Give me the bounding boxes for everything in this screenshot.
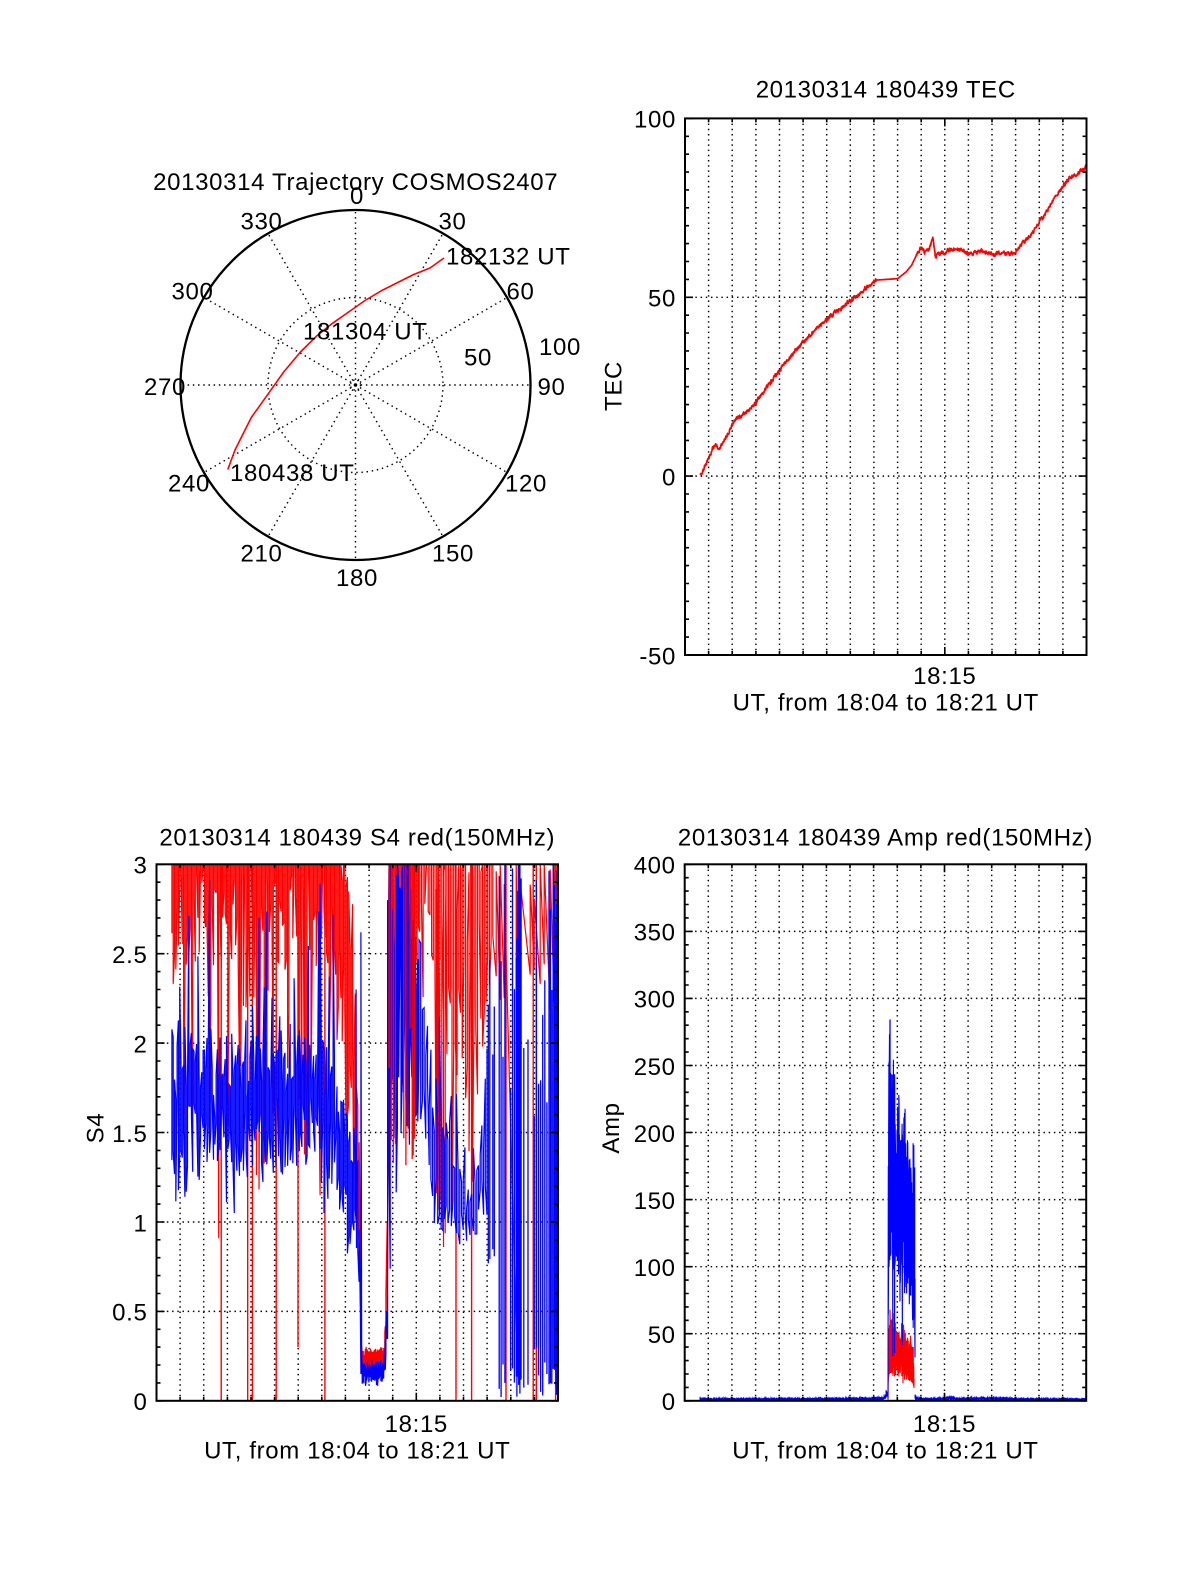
svg-text:50: 50: [464, 345, 492, 372]
svg-text:100: 100: [634, 1255, 676, 1282]
svg-text:100: 100: [539, 334, 581, 361]
svg-text:0: 0: [662, 464, 676, 491]
svg-text:100: 100: [634, 107, 676, 134]
svg-text:200: 200: [634, 1121, 676, 1148]
svg-text:18:15: 18:15: [913, 1411, 976, 1438]
svg-text:90: 90: [538, 374, 566, 401]
svg-text:3: 3: [134, 853, 148, 880]
svg-text:UT, from 18:04 to 18:21 UT: UT, from 18:04 to 18:21 UT: [204, 1438, 510, 1465]
svg-text:20130314 180439 TEC: 20130314 180439 TEC: [756, 77, 1016, 104]
svg-text:2: 2: [134, 1031, 148, 1058]
svg-text:400: 400: [634, 853, 676, 880]
svg-text:0.5: 0.5: [112, 1300, 147, 1327]
svg-text:181304 UT: 181304 UT: [303, 319, 428, 346]
svg-text:300: 300: [172, 279, 214, 306]
svg-text:1: 1: [134, 1210, 148, 1237]
svg-text:180438 UT: 180438 UT: [230, 460, 355, 487]
svg-text:0: 0: [350, 183, 364, 210]
svg-text:300: 300: [634, 987, 676, 1014]
svg-text:2.5: 2.5: [112, 942, 147, 969]
svg-text:120: 120: [505, 471, 547, 498]
svg-text:60: 60: [507, 279, 535, 306]
svg-text:20130314 180439 S4 red(150MHz): 20130314 180439 S4 red(150MHz): [159, 825, 555, 852]
svg-text:150: 150: [432, 541, 474, 568]
svg-text:250: 250: [634, 1054, 676, 1081]
svg-text:UT, from 18:04 to 18:21 UT: UT, from 18:04 to 18:21 UT: [732, 1438, 1038, 1465]
svg-text:20130314 Trajectory COSMOS2407: 20130314 Trajectory COSMOS2407: [153, 169, 558, 196]
svg-text:50: 50: [648, 286, 676, 313]
svg-text:180: 180: [336, 565, 378, 592]
svg-text:210: 210: [241, 541, 283, 568]
svg-text:-50: -50: [639, 643, 676, 670]
svg-text:18:15: 18:15: [913, 663, 976, 690]
svg-text:1.5: 1.5: [112, 1121, 147, 1148]
svg-text:150: 150: [634, 1188, 676, 1215]
svg-text:0: 0: [662, 1389, 676, 1416]
svg-text:20130314 180439 Amp red(150MHz: 20130314 180439 Amp red(150MHz): [678, 825, 1093, 852]
svg-text:UT, from 18:04 to 18:21 UT: UT, from 18:04 to 18:21 UT: [733, 690, 1039, 717]
svg-text:330: 330: [241, 209, 283, 236]
svg-text:30: 30: [439, 209, 467, 236]
svg-text:Amp: Amp: [598, 1102, 625, 1153]
svg-text:0: 0: [134, 1389, 148, 1416]
svg-text:50: 50: [648, 1322, 676, 1349]
svg-text:18:15: 18:15: [385, 1411, 448, 1438]
svg-text:350: 350: [634, 920, 676, 947]
svg-text:TEC: TEC: [601, 361, 628, 411]
svg-text:270: 270: [144, 374, 186, 401]
svg-text:240: 240: [168, 471, 210, 498]
svg-text:S4: S4: [83, 1113, 110, 1144]
svg-text:182132 UT: 182132 UT: [446, 244, 571, 271]
